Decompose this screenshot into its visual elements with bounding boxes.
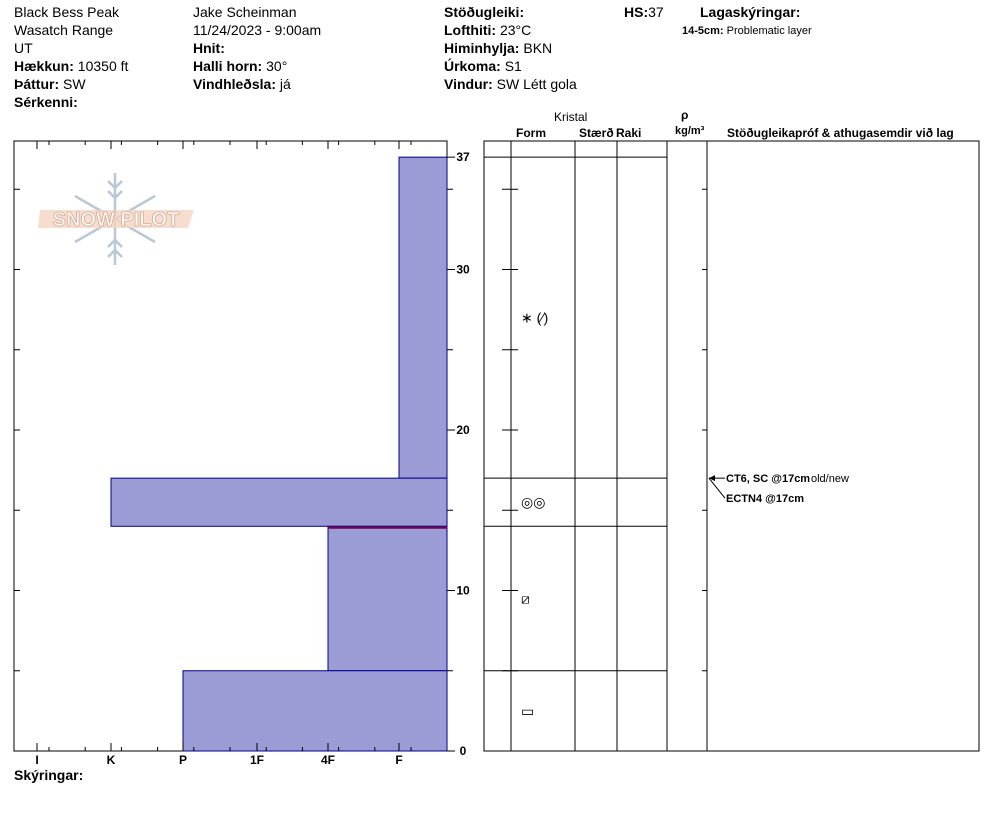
hs-value: 37 (648, 4, 664, 20)
grain-form-2: ◎◎ (521, 494, 545, 510)
hardness-bar-2 (110, 477, 448, 527)
layer-note-text: Problematic layer (726, 25, 812, 37)
location-name: Black Bess Peak (14, 4, 120, 20)
hs-label: HS: (624, 4, 649, 20)
aspect-label: Þáttur: (14, 76, 60, 92)
elevation-label: Hækkun: (14, 58, 74, 74)
depth-label-37: 37 (456, 150, 470, 164)
hardness-label-I: I (35, 753, 38, 767)
depth-label-20: 20 (456, 423, 470, 437)
air-temp-label: Lofthiti: (444, 22, 497, 38)
grain-form-1: ∗ (⁄) (521, 310, 548, 326)
sky-label: Himinhylja: (444, 40, 520, 56)
tests-header: Stöðugleikapróf & athugasemdir við lag (727, 126, 954, 140)
state: UT (14, 40, 33, 56)
layer-notes-label: Lagaskýringar: (700, 4, 801, 20)
density-unit-header: kg/m³ (675, 125, 705, 137)
wind-loading-value: já (279, 76, 291, 92)
form-header: Form (516, 126, 546, 140)
depth-label-10: 10 (456, 584, 470, 598)
coords-label: Hnit: (193, 40, 225, 56)
layer-table-frame (483, 140, 980, 752)
aspect-row: Þáttur: SW (14, 75, 86, 93)
hs-row: HS:37 (624, 3, 664, 21)
grain-form-3: ⧄ (521, 591, 530, 607)
mountain-range: Wasatch Range (14, 22, 114, 38)
hardness-bar-4 (182, 670, 448, 752)
hardness-label-1F: 1F (250, 753, 264, 767)
layer-note: 14-5cm: Problematic layer (682, 22, 812, 40)
hardness-label-K: K (107, 753, 116, 767)
stability-label: Stöðugleiki: (444, 4, 525, 20)
aspect-value: SW (63, 76, 86, 92)
wind-loading-label: Vindhleðsla: (193, 76, 276, 92)
test-label-1: CT6, SC @17cm (726, 473, 810, 485)
density-rho-header: ρ (681, 108, 689, 122)
moisture-header: Raki (616, 126, 642, 140)
test-note-1: old/new (811, 473, 849, 485)
sky-value: BKN (523, 40, 553, 56)
hardness-label-4F: 4F (321, 753, 335, 767)
slope-row: Halli horn: 30° (193, 57, 287, 75)
test-label-2: ECTN4 @17cm (726, 493, 804, 505)
elevation-value: 10350 ft (77, 58, 129, 74)
observer: Jake Scheinman (193, 4, 297, 20)
grain-form-4: ▭ (521, 703, 534, 719)
wind-loading-row: Vindhleðsla: já (193, 75, 291, 93)
crystal-header: Kristal (554, 110, 588, 124)
air-temp-value: 23°C (499, 22, 532, 38)
hardness-label-F: F (395, 753, 402, 767)
features-label: Sérkenni: (14, 94, 78, 110)
hardness-bar-1 (398, 156, 448, 479)
size-header: Stærð (579, 126, 614, 140)
notes-label: Skýringar: (14, 767, 84, 783)
layer-note-depth: 14-5cm: (682, 25, 724, 37)
precip-value: S1 (504, 58, 522, 74)
test-pointer-2 (708, 477, 726, 499)
wind-label: Vindur: (444, 76, 493, 92)
wind-value: SW Létt gola (496, 76, 577, 92)
precip-label: Úrkoma: (444, 58, 501, 74)
date-time: 11/24/2023 - 9:00am (193, 22, 322, 38)
depth-label-30: 30 (456, 263, 470, 277)
hardness-bar-3 (327, 525, 448, 672)
slope-value: 30° (266, 58, 288, 74)
precip-row: Úrkoma: S1 (444, 57, 522, 75)
test-arrow-1 (709, 475, 715, 482)
wind-row: Vindur: SW Létt gola (444, 75, 577, 93)
sky-row: Himinhylja: BKN (444, 39, 552, 57)
hardness-label-P: P (179, 753, 187, 767)
air-temp-row: Lofthiti: 23°C (444, 21, 531, 39)
depth-label-0: 0 (460, 744, 467, 758)
elevation-row: Hækkun: 10350 ft (14, 57, 128, 75)
slope-label: Halli horn: (193, 58, 263, 74)
